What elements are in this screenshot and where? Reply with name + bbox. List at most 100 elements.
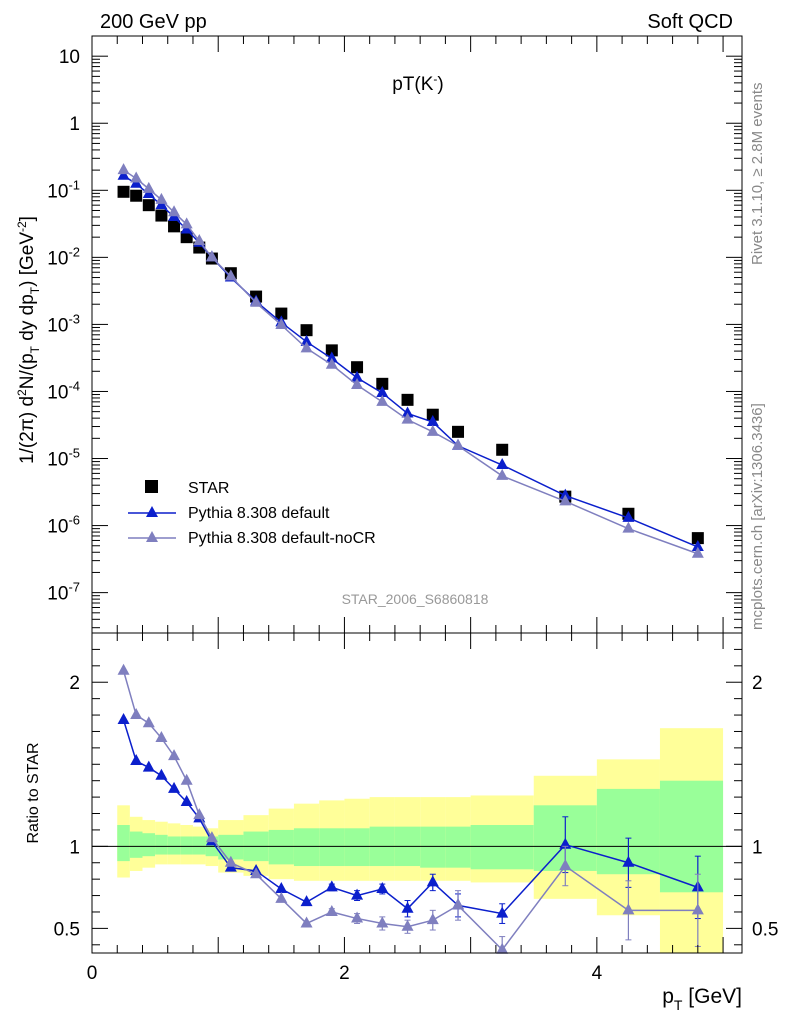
- data-point-square: [300, 324, 313, 337]
- data-point-triangle: [117, 168, 130, 180]
- ratio-point: [117, 663, 130, 675]
- ratio-point: [496, 942, 509, 954]
- mcplots-label: mcplots.cern.ch [arXiv:1306.3436]: [749, 403, 766, 630]
- ratio-bands: [117, 728, 724, 953]
- data-point-triangle: [351, 370, 364, 382]
- ratio-ytick-label: 2: [69, 673, 80, 694]
- series-line: [123, 175, 699, 548]
- legend-label-star: STAR: [188, 480, 229, 497]
- data-point-triangle: [496, 458, 509, 470]
- analysis-watermark: STAR_2006_S6860818: [342, 591, 489, 607]
- data-point-triangle: [559, 494, 572, 506]
- ratio-point: [325, 880, 338, 892]
- data-point-triangle: [142, 181, 155, 193]
- ratio-point: [452, 898, 465, 910]
- data-point-square: [275, 307, 288, 320]
- ratio-point: [401, 901, 414, 913]
- main-ytick-label: 10-6: [47, 513, 80, 538]
- data-point-triangle: [376, 394, 389, 406]
- legend-marker-nocr: [146, 531, 158, 542]
- data-point-triangle: [250, 295, 263, 307]
- plot-title: pT(K-): [392, 72, 444, 95]
- band-stat: [319, 828, 345, 867]
- legend-marker-default: [146, 506, 158, 517]
- ratio-point: [496, 906, 509, 918]
- ratio-series: [117, 663, 704, 954]
- data-point-triangle: [691, 539, 704, 551]
- data-point-triangle: [300, 341, 313, 353]
- data-point-square: [130, 189, 143, 202]
- band-stat: [293, 828, 320, 867]
- data-point-square: [155, 209, 168, 222]
- data-point-square: [351, 361, 364, 374]
- data-point-triangle: [401, 406, 414, 418]
- band-stat: [268, 829, 294, 865]
- data-point-triangle: [691, 546, 704, 558]
- ratio-point: [275, 882, 288, 893]
- data-point-triangle: [325, 357, 338, 369]
- data-point-square: [142, 199, 155, 212]
- data-point-triangle: [193, 234, 206, 246]
- legend-label-default: Pythia 8.308 default: [188, 505, 330, 522]
- data-point-triangle: [325, 351, 338, 363]
- band-stat: [155, 834, 168, 855]
- rivet-label: Rivet 3.1.10, ≥ 2.8M events: [749, 83, 766, 266]
- ratio-point: [180, 773, 193, 785]
- ratio-point: [250, 867, 263, 879]
- data-point-square: [180, 231, 193, 244]
- ratio-point: [376, 882, 389, 893]
- ratio-y-axis-label: Ratio to STAR: [25, 742, 42, 843]
- band-stat: [192, 836, 206, 855]
- ratio-point: [426, 875, 439, 887]
- ratio-ytick-label: 1: [69, 837, 80, 858]
- series-line: [123, 169, 699, 555]
- ratio-point: [142, 760, 155, 772]
- data-point-square: [117, 185, 130, 198]
- data-point-triangle: [275, 317, 288, 329]
- band-stat: [167, 836, 181, 855]
- ratio-point: [622, 903, 635, 915]
- ratio-panel: 0.5 0.5 1 1 2 2 0 2 4 Ratio to STAR pT [GeV]: [25, 632, 778, 1013]
- data-point-square: [452, 425, 465, 438]
- ratio-line: [122, 670, 698, 951]
- main-ytick-label: 10-4: [47, 378, 80, 403]
- band-stat: [142, 833, 156, 857]
- ratio-point: [401, 919, 414, 931]
- band-stat: [659, 780, 724, 893]
- ratio-point: [275, 891, 288, 903]
- ratio-point: [193, 808, 206, 820]
- main-ytick-label: 10-3: [47, 311, 80, 336]
- ratio-point: [559, 859, 572, 871]
- data-point-square: [691, 532, 704, 545]
- main-ytick-label: 10-5: [47, 446, 80, 471]
- band-stat: [117, 825, 130, 862]
- ratio-point: [376, 916, 389, 928]
- data-point-triangle: [351, 377, 364, 389]
- ratio-point: [155, 768, 168, 780]
- ratio-point: [325, 904, 338, 916]
- band-stat: [129, 831, 143, 858]
- x-tick-label: 2: [339, 963, 350, 984]
- ratio-point: [351, 911, 364, 923]
- band-stat: [180, 836, 193, 855]
- ratio-point: [117, 712, 130, 724]
- data-point-square: [376, 377, 389, 390]
- ratio-point: [130, 754, 143, 765]
- main-ytick-label: 10-1: [47, 177, 80, 202]
- main-ytick-label: 10-2: [47, 244, 80, 269]
- data-point-triangle: [155, 192, 168, 204]
- data-point-triangle: [168, 205, 181, 217]
- data-point-square: [496, 443, 509, 456]
- ratio-point: [300, 916, 313, 928]
- legend: STAR Pythia 8.308 default Pythia 8.308 d…: [128, 480, 376, 547]
- x-tick-label: 4: [592, 963, 603, 984]
- data-point-triangle: [205, 250, 218, 262]
- ratio-series-1: [117, 663, 704, 954]
- ratio-point: [351, 888, 364, 900]
- ratio-point: [155, 731, 168, 743]
- main-panel: 10-7 10-6 10-5 10-4 10-3 10-2 10-1 1 10 pT(K-) S…: [15, 35, 743, 634]
- main-ytick-label: 1: [69, 114, 80, 135]
- ratio-point: [426, 913, 439, 925]
- ratio-ytick-label-right: 1: [752, 837, 763, 858]
